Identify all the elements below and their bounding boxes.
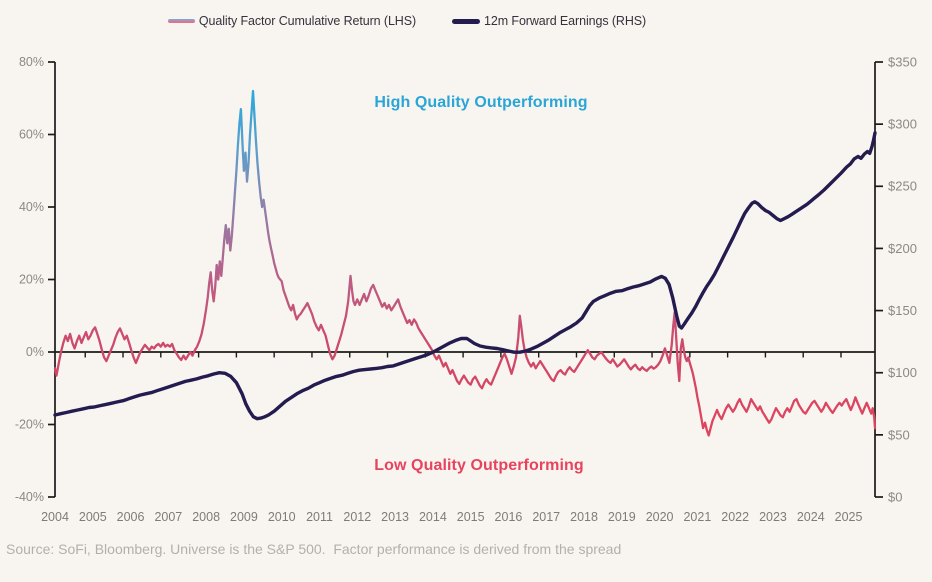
legend-label-quality: Quality Factor Cumulative Return (LHS) bbox=[198, 14, 417, 28]
left-axis-tick-label: -40% bbox=[15, 490, 44, 504]
right-axis-tick-label: $0 bbox=[888, 489, 902, 504]
x-axis-year-label: 2020 bbox=[646, 510, 674, 524]
legend: Quality Factor Cumulative Return (LHS) 1… bbox=[0, 14, 932, 28]
left-axis-tick-label: 80% bbox=[19, 55, 44, 69]
right-axis-tick-label: $300 bbox=[888, 117, 917, 132]
left-axis-tick-label: 0% bbox=[26, 345, 44, 359]
source-line-2: between the top and bottom scoring quint… bbox=[6, 580, 567, 582]
x-axis-year-label: 2006 bbox=[117, 510, 145, 524]
source-note: Source: SoFi, Bloomberg. Universe is the… bbox=[6, 540, 766, 582]
x-axis-year-label: 2005 bbox=[79, 510, 107, 524]
x-axis-year-label: 2023 bbox=[759, 510, 787, 524]
right-axis-tick-label: $250 bbox=[888, 179, 917, 194]
right-axis-tick-label: $350 bbox=[888, 54, 917, 69]
left-axis-tick-label: 40% bbox=[19, 200, 44, 214]
left-axis-tick-label: 60% bbox=[19, 128, 44, 142]
earnings-line-swatch-icon bbox=[452, 18, 481, 24]
x-axis-year-label: 2012 bbox=[343, 510, 371, 524]
x-axis-year-label: 2015 bbox=[457, 510, 485, 524]
annotation-high-quality: High Quality Outperforming bbox=[374, 94, 588, 111]
x-axis-year-label: 2014 bbox=[419, 510, 447, 524]
x-axis-year-label: 2008 bbox=[192, 510, 220, 524]
right-axis-tick-label: $100 bbox=[888, 365, 917, 380]
left-axis-tick-label: -20% bbox=[15, 418, 44, 432]
x-axis-year-label: 2013 bbox=[381, 510, 409, 524]
quality-line-swatch-icon bbox=[167, 19, 195, 23]
x-axis-year-label: 2010 bbox=[268, 510, 296, 524]
x-axis-year-label: 2011 bbox=[306, 510, 333, 524]
legend-item-quality: Quality Factor Cumulative Return (LHS) bbox=[167, 14, 417, 28]
x-axis-year-label: 2007 bbox=[154, 510, 182, 524]
source-line-1: Source: SoFi, Bloomberg. Universe is the… bbox=[6, 541, 622, 557]
legend-label-earnings: 12m Forward Earnings (RHS) bbox=[484, 14, 647, 28]
quality-factor-line bbox=[53, 89, 877, 437]
forward-earnings-line bbox=[53, 131, 877, 421]
x-axis-year-label: 2009 bbox=[230, 510, 258, 524]
x-axis-year-label: 2022 bbox=[721, 510, 749, 524]
x-axis-year-label: 2024 bbox=[797, 510, 825, 524]
x-axis-year-label: 2019 bbox=[608, 510, 636, 524]
x-axis-year-label: 2017 bbox=[532, 510, 560, 524]
left-axis-tick-label: 20% bbox=[19, 273, 44, 287]
annotation-low-quality: Low Quality Outperforming bbox=[374, 457, 584, 474]
x-axis-year-label: 2016 bbox=[495, 510, 523, 524]
right-axis-tick-label: $50 bbox=[888, 427, 910, 442]
x-axis-year-label: 2018 bbox=[570, 510, 598, 524]
x-axis-year-label: 2021 bbox=[683, 510, 711, 524]
right-axis-tick-label: $200 bbox=[888, 241, 917, 256]
legend-item-earnings: 12m Forward Earnings (RHS) bbox=[452, 14, 646, 28]
x-axis-year-label: 2004 bbox=[41, 510, 69, 524]
right-axis-tick-label: $150 bbox=[888, 303, 917, 318]
x-axis-year-label: 2025 bbox=[835, 510, 863, 524]
